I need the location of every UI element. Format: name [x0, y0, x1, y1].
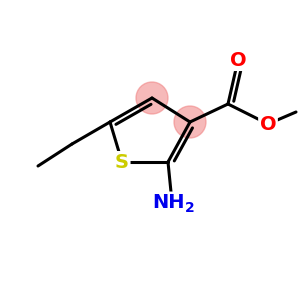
Text: O: O [230, 50, 246, 70]
Text: 2: 2 [185, 201, 195, 215]
Text: NH: NH [152, 193, 184, 211]
Text: O: O [260, 115, 276, 134]
Circle shape [174, 106, 206, 138]
Circle shape [136, 82, 168, 114]
Text: S: S [115, 152, 129, 172]
